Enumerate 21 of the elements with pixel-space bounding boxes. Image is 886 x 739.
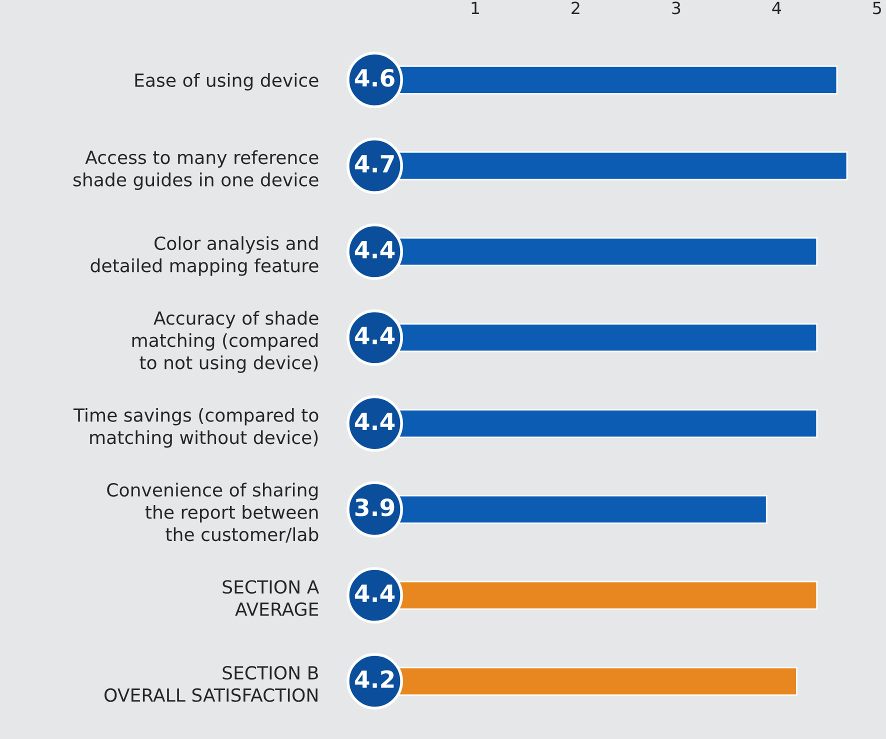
y-tick-label: Ease of using device [135,73,318,91]
y-tick-label: SECTION A AVERAGE [222,580,320,616]
x-tick-label: 4 [772,2,782,14]
data-label: 4.4 [354,412,395,430]
x-tick-label: 5 [873,2,881,14]
y-tick-label: Access to many reference shade guides in one device [73,150,318,190]
data-label: 4.7 [354,155,394,172]
x-tick-label: 3 [672,2,680,14]
data-label: 4.4 [354,326,395,344]
y-tick-label: Color analysis and detailed mapping feature [90,236,318,276]
data-label: 4.4 [354,584,395,602]
y-tick-label: Time savings (compared to matching without device) [73,408,318,448]
x-tick-label: 1 [472,2,480,14]
y-tick-label: Convenience of sharing the report between the customer/lab [107,482,318,543]
data-label: 4.2 [354,670,394,688]
data-label: 3.9 [355,498,394,516]
x-tick-label: 2 [572,2,580,14]
data-label: 4.6 [354,68,394,87]
data-label: 4.4 [354,241,395,258]
y-tick-label: Accuracy of shade matching (compared to not using device) [132,310,318,373]
y-tick-label: SECTION B OVERALL SATISFACTION [104,666,318,702]
